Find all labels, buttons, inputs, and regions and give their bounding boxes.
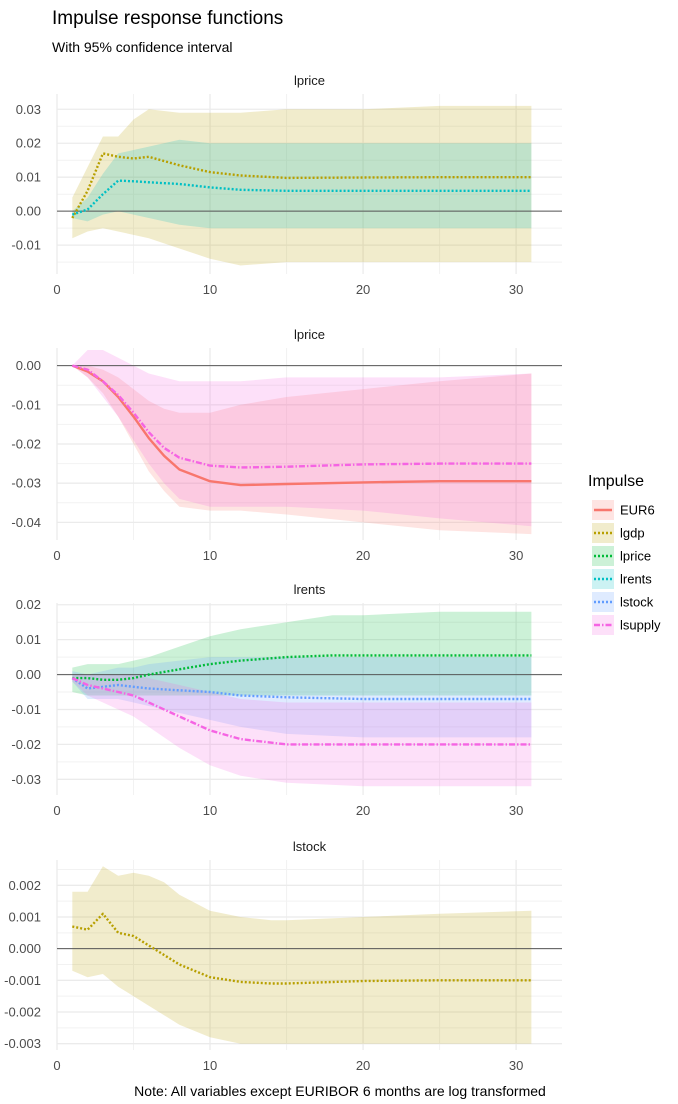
y-tick-label: 0.001: [8, 910, 41, 925]
x-tick-label: 30: [509, 282, 523, 297]
x-tick-label: 20: [356, 548, 370, 563]
panel-title: lprice: [294, 327, 325, 342]
facet-panels: lprice-0.010.000.010.020.030 10 20 30lprice…: [4, 73, 562, 1073]
ci-band-lsupply: [72, 674, 532, 787]
legend-key-lsupply: lsupply: [592, 615, 661, 635]
y-tick-label: -0.03: [11, 476, 41, 491]
series-line-lgdp: [72, 912, 532, 985]
x-tick-label: 10: [203, 803, 217, 818]
legend-key-lprice: lprice: [592, 546, 651, 566]
figure-caption: Note: All variables except EURIBOR 6 mon…: [134, 1083, 546, 1099]
series-line-lrents: [71, 179, 532, 216]
legend-key-lrents: lrents: [592, 569, 652, 589]
x-tick-label: 10: [203, 548, 217, 563]
panel-1: lprice -0.01 0.00 0.01 0.02 0.03 0 10 20 30: [11, 73, 562, 297]
x-tick-label: 10: [203, 282, 217, 297]
legend-label: lstock: [620, 595, 654, 610]
panel-2: lprice -0.04 -0.03 -0.02 -0.01 0.00 0 10 20 30: [11, 327, 562, 563]
y-tick-label: 0.02: [16, 136, 41, 151]
y-tick-label: 0.01: [16, 170, 41, 185]
y-tick-label: -0.01: [11, 397, 41, 412]
legend-key-lgdp: lgdp: [592, 523, 645, 543]
x-tick-label: 20: [356, 282, 370, 297]
y-tick-label: -0.02: [11, 437, 41, 452]
y-tick-label: -0.01: [11, 702, 41, 717]
x-tick-label: 30: [509, 548, 523, 563]
y-tick-label: -0.003: [4, 1036, 41, 1051]
legend-label: EUR6: [620, 503, 655, 518]
legend-label: lprice: [620, 549, 651, 564]
x-tick-label: 0: [53, 1058, 60, 1073]
y-tick-label: 0.00: [16, 204, 41, 219]
y-tick-label: -0.03: [11, 772, 41, 787]
ci-band-lgdp: [72, 105, 532, 266]
legend-label: lsupply: [620, 618, 661, 633]
legend: Impulse EUR6 lgdp lprice lrents lstock lsuppl…: [588, 473, 661, 635]
legend-items: EUR6 lgdp lprice lrents lstock lsupply: [592, 500, 661, 635]
series-line-lsupply: [71, 364, 532, 469]
legend-key-EUR6: EUR6: [592, 500, 655, 520]
y-tick-label: -0.002: [4, 1005, 41, 1020]
panel-4: lstock -0.003 -0.002 -0.001 0.000 0.001 0.002 0…: [4, 839, 562, 1073]
y-tick-label: 0.00: [16, 358, 41, 373]
y-tick-label: 0.01: [16, 632, 41, 647]
x-tick-label: 30: [509, 1058, 523, 1073]
figure-title: Impulse response functions: [52, 8, 283, 29]
legend-label: lrents: [620, 572, 652, 587]
series-line-lsupply: [71, 677, 532, 746]
y-tick-label: 0.002: [8, 878, 41, 893]
figure-subtitle: With 95% confidence interval: [52, 39, 233, 55]
y-tick-label: -0.001: [4, 973, 41, 988]
x-tick-label: 0: [53, 803, 60, 818]
panel-title: lprice: [294, 73, 325, 88]
y-tick-label: -0.04: [11, 515, 41, 530]
legend-key-lstock: lstock: [592, 592, 654, 612]
y-tick-label: 0.00: [16, 667, 41, 682]
series-line-lgdp: [71, 152, 532, 219]
x-tick-label: 20: [356, 1058, 370, 1073]
y-tick-label: 0.02: [16, 597, 41, 612]
x-tick-label: 30: [509, 803, 523, 818]
ci-band-EUR6: [72, 365, 532, 535]
ci-band-lrents: [72, 139, 532, 229]
y-tick-label: 0.000: [8, 941, 41, 956]
x-tick-label: 20: [356, 803, 370, 818]
x-tick-label: 0: [53, 548, 60, 563]
ci-band-lgdp: [72, 866, 532, 1044]
series-line-lstock: [71, 677, 532, 701]
panel-title: lrents: [294, 582, 326, 597]
x-tick-label: 0: [53, 282, 60, 297]
y-tick-label: -0.02: [11, 737, 41, 752]
legend-label: lgdp: [620, 526, 645, 541]
y-tick-label: -0.01: [11, 238, 41, 253]
series-line-lprice: [72, 654, 532, 681]
y-tick-label: 0.03: [16, 102, 41, 117]
ci-band-lsupply: [72, 350, 532, 527]
x-tick-label: 10: [203, 1058, 217, 1073]
legend-title: Impulse: [588, 473, 644, 490]
panel-3: lrents -0.03 -0.02 -0.01 0.00 0.01 0.02 0 10 20 30: [11, 582, 562, 818]
panel-title: lstock: [293, 839, 327, 854]
